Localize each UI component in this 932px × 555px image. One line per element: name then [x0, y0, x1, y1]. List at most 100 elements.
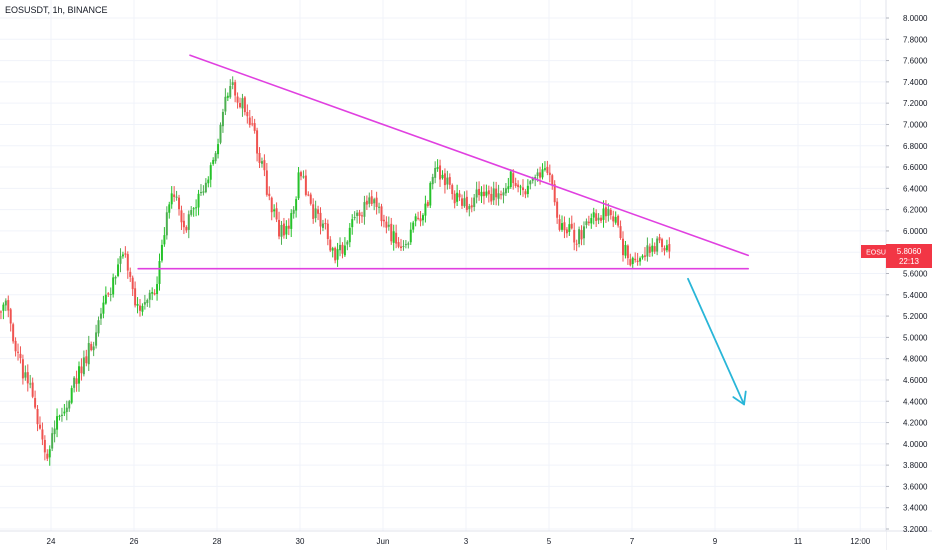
- time-tick-label: Jun: [377, 537, 390, 546]
- candle-down: [236, 96, 239, 103]
- candle-down: [622, 238, 625, 256]
- candle-down: [629, 259, 632, 266]
- price-tick-label: 7.4000: [903, 78, 928, 87]
- price-tick-label: 6.4000: [903, 184, 928, 193]
- candle-up: [497, 193, 500, 199]
- candle-up: [99, 313, 102, 319]
- candle-up: [631, 257, 634, 264]
- candle-down: [153, 293, 156, 295]
- candle-down: [375, 197, 378, 208]
- candle-down: [131, 277, 134, 290]
- candle-down: [595, 213, 598, 221]
- price-axis[interactable]: 8.0000 7.8000 7.6000 7.4000 7.2000 7.0000 6.80…: [886, 14, 928, 534]
- candle-up: [446, 177, 449, 185]
- candle-up: [58, 415, 61, 417]
- candle-up: [431, 176, 434, 185]
- candle-down: [439, 165, 442, 180]
- candle-up: [507, 186, 510, 190]
- candle-down: [617, 215, 620, 226]
- candle-up: [212, 159, 215, 164]
- candle-down: [668, 244, 671, 252]
- symbol-title: EOSUSDT, 1h, BINANCE: [5, 5, 108, 15]
- candle-down: [570, 223, 573, 229]
- candle-up: [231, 82, 234, 85]
- candle-down: [319, 212, 322, 227]
- projection-arrow-shaft[interactable]: [687, 277, 745, 406]
- candle-down: [524, 191, 527, 195]
- candle-down: [309, 194, 312, 204]
- candle-up: [165, 212, 168, 236]
- candle-down: [43, 439, 46, 453]
- candle-up: [217, 144, 220, 155]
- candle-down: [514, 183, 517, 186]
- candle-up: [590, 218, 593, 224]
- candle-down: [173, 194, 176, 197]
- candle-down: [14, 340, 17, 352]
- candle-down: [107, 293, 110, 295]
- candle-down: [443, 173, 446, 186]
- candle-up: [170, 193, 173, 205]
- projection-arrow-head[interactable]: [732, 390, 747, 406]
- candle-up: [221, 111, 224, 127]
- candle-up: [192, 208, 195, 210]
- candle-down: [548, 172, 551, 175]
- candle-down: [268, 193, 271, 197]
- candle-up: [543, 168, 546, 170]
- time-tick-label: 7: [630, 537, 635, 546]
- candle-up: [102, 302, 105, 314]
- candle-up: [292, 209, 295, 214]
- candle-up: [207, 179, 210, 184]
- time-axis[interactable]: 24 26 28 30 Jun 3 5 7 9 11 12:00: [47, 537, 871, 546]
- price-tick-label: 8.0000: [903, 14, 928, 23]
- candle-down: [46, 453, 49, 459]
- candle-up: [346, 241, 349, 245]
- price-tick-label: 6.2000: [903, 206, 928, 215]
- candle-up: [373, 199, 376, 204]
- candle-down: [556, 201, 559, 218]
- candle-up: [136, 303, 139, 306]
- candle-down: [326, 223, 329, 239]
- price-tick-label: 3.4000: [903, 504, 928, 513]
- candle-up: [109, 294, 112, 296]
- candle-down: [385, 221, 388, 228]
- candle-down: [448, 177, 451, 185]
- candle-down: [400, 246, 403, 249]
- candle-down: [453, 193, 456, 204]
- price-tick-label: 7.0000: [903, 120, 928, 129]
- candle-down: [239, 102, 242, 108]
- candle-up: [117, 264, 120, 276]
- candle-up: [526, 185, 529, 195]
- candle-up: [4, 300, 7, 306]
- candle-up: [404, 244, 407, 246]
- candle-up: [60, 414, 63, 416]
- candle-up: [95, 332, 98, 346]
- price-axis-background[interactable]: [886, 0, 932, 550]
- drawings[interactable]: [0, 54, 886, 406]
- candle-down: [75, 378, 78, 384]
- candle-down: [307, 194, 310, 196]
- candle-up: [209, 165, 212, 180]
- descending-resistance-line[interactable]: [189, 54, 750, 257]
- price-tick-label: 5.0000: [903, 333, 928, 342]
- candle-down: [278, 219, 281, 237]
- time-axis-background[interactable]: [0, 531, 886, 550]
- last-price-tag-label: EOSUSDT: [866, 250, 901, 257]
- candle-up: [407, 243, 410, 245]
- time-tick-label: 26: [130, 537, 139, 546]
- candle-up: [434, 167, 437, 178]
- candle-up: [646, 245, 649, 257]
- candle-down: [460, 198, 463, 206]
- candle-up: [187, 214, 190, 230]
- candle-down: [253, 123, 256, 131]
- candle-down: [299, 172, 302, 177]
- candle-up: [541, 169, 544, 178]
- grid-lines: [0, 0, 886, 531]
- candle-up: [441, 174, 444, 179]
- candle-up: [202, 191, 205, 193]
- candle-down: [490, 193, 493, 202]
- candle-down: [85, 356, 88, 364]
- time-tick-label: 9: [713, 537, 718, 546]
- candle-up: [534, 176, 537, 179]
